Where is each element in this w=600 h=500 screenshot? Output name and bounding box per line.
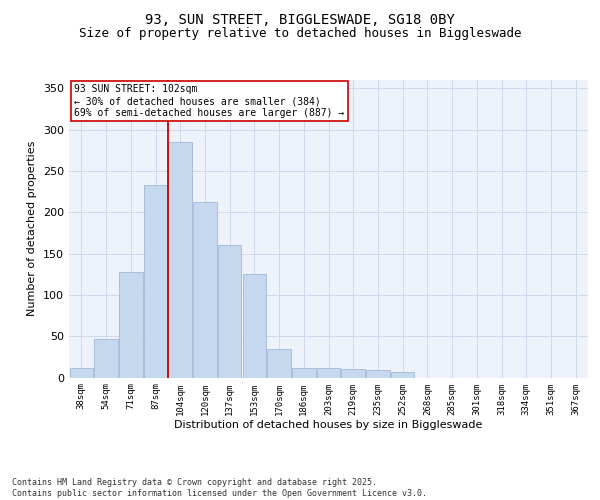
Y-axis label: Number of detached properties: Number of detached properties <box>28 141 37 316</box>
Bar <box>94 338 118 378</box>
Text: Contains HM Land Registry data © Crown copyright and database right 2025.
Contai: Contains HM Land Registry data © Crown c… <box>12 478 427 498</box>
Bar <box>292 368 316 378</box>
Bar <box>119 272 143 378</box>
Text: Size of property relative to detached houses in Biggleswade: Size of property relative to detached ho… <box>79 28 521 40</box>
Bar <box>268 350 291 378</box>
Bar <box>70 368 93 378</box>
Bar <box>169 142 192 378</box>
X-axis label: Distribution of detached houses by size in Biggleswade: Distribution of detached houses by size … <box>175 420 482 430</box>
Bar <box>366 370 389 378</box>
Bar <box>391 372 415 378</box>
Bar <box>193 202 217 378</box>
Text: 93 SUN STREET: 102sqm
← 30% of detached houses are smaller (384)
69% of semi-det: 93 SUN STREET: 102sqm ← 30% of detached … <box>74 84 344 117</box>
Bar <box>242 274 266 378</box>
Bar <box>218 246 241 378</box>
Text: 93, SUN STREET, BIGGLESWADE, SG18 0BY: 93, SUN STREET, BIGGLESWADE, SG18 0BY <box>145 12 455 26</box>
Bar <box>317 368 340 378</box>
Bar <box>341 369 365 378</box>
Bar <box>144 185 167 378</box>
